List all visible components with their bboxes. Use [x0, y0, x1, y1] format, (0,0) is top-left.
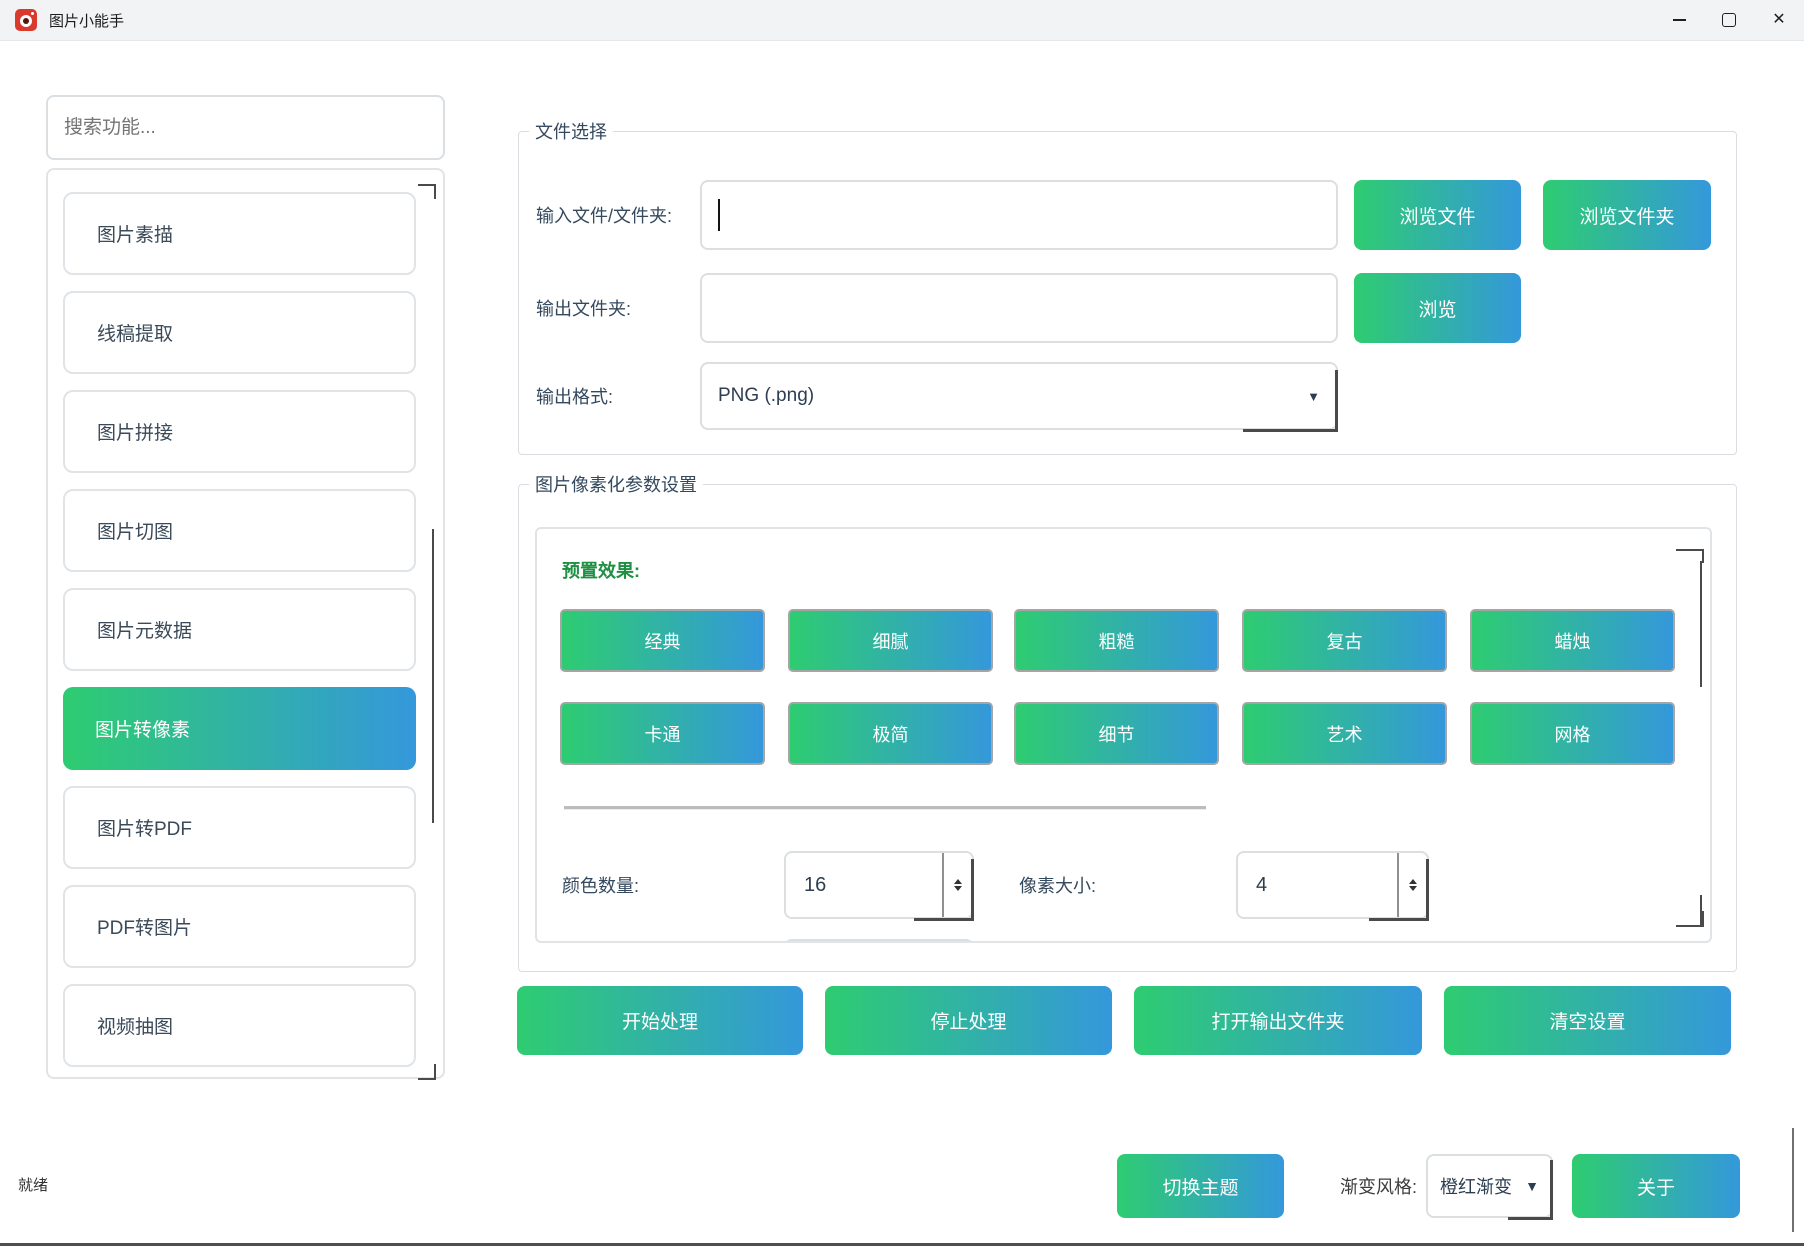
preset-retro-button[interactable]: 复古	[1242, 609, 1447, 672]
stepper-down-icon[interactable]	[954, 886, 962, 891]
sidebar-item-image-slice[interactable]: 图片切图	[63, 489, 416, 572]
file-section-title: 文件选择	[535, 122, 607, 142]
stepper-separator	[942, 853, 944, 917]
combo-shadow	[1508, 1217, 1553, 1220]
pixel-size-value: 4	[1256, 873, 1268, 896]
color-count-label: 颜色数量:	[562, 876, 640, 896]
output-folder-field-wrap	[700, 273, 1338, 343]
preset-art-button[interactable]: 艺术	[1242, 702, 1447, 765]
color-count-stepper[interactable]: 16	[784, 851, 974, 921]
preset-detail-button[interactable]: 细节	[1014, 702, 1219, 765]
color-count-value: 16	[804, 873, 827, 896]
stepper-up-icon[interactable]	[954, 879, 962, 884]
output-format-select[interactable]: PNG (.png) ▼	[700, 362, 1338, 432]
minimize-button[interactable]	[1654, 0, 1704, 40]
pixel-size-stepper[interactable]: 4	[1236, 851, 1429, 921]
sidebar-item-image-sketch[interactable]: 图片素描	[63, 192, 416, 275]
preset-cartoon-button[interactable]: 卡通	[560, 702, 765, 765]
gradient-style-value: 橙红渐变	[1440, 1177, 1512, 1197]
preset-minimal-button[interactable]: 极简	[788, 702, 993, 765]
gradient-style-select[interactable]: 橙红渐变 ▼	[1426, 1154, 1553, 1220]
function-list: 图片素描 线稿提取 图片拼接 图片切图 图片元数据 图片转像素 图片转PDF P…	[46, 168, 445, 1079]
sidebar-item-image-stitch[interactable]: 图片拼接	[63, 390, 416, 473]
window-right-edge	[1792, 1128, 1794, 1232]
gradient-style-label: 渐变风格:	[1339, 1177, 1417, 1197]
params-scroll-area: 预置效果: 经典 细腻 粗糙 复古 蜡烛 卡通 极简 细节 艺术 网格 颜色数量…	[535, 527, 1712, 943]
search-field	[46, 95, 445, 160]
divider	[564, 806, 1206, 810]
browse-folder-button[interactable]: 浏览文件夹	[1543, 180, 1711, 250]
chevron-down-icon: ▼	[1307, 388, 1320, 404]
output-format-value: PNG (.png)	[718, 385, 815, 406]
maximize-icon	[1722, 13, 1736, 27]
start-processing-button[interactable]: 开始处理	[517, 986, 803, 1055]
stepper-shadow	[914, 918, 974, 921]
text-caret	[718, 199, 720, 231]
search-input[interactable]	[48, 97, 443, 158]
sidebar-item-image-to-pixel[interactable]: 图片转像素	[63, 687, 416, 770]
title-bar[interactable]: 图片小能手 ✕	[0, 0, 1804, 41]
clipped-stepper	[784, 939, 974, 943]
open-output-folder-button[interactable]: 打开输出文件夹	[1134, 986, 1422, 1055]
preset-fine-button[interactable]: 细腻	[788, 609, 993, 672]
input-path-field[interactable]	[702, 182, 1336, 248]
toggle-theme-button[interactable]: 切换主题	[1117, 1154, 1284, 1218]
sidebar-item-image-to-pdf[interactable]: 图片转PDF	[63, 786, 416, 869]
params-scrollbar[interactable]	[1700, 561, 1702, 687]
params-section-title: 图片像素化参数设置	[535, 475, 697, 495]
stepper-separator	[942, 941, 944, 943]
browse-file-button[interactable]: 浏览文件	[1354, 180, 1521, 250]
sidebar-item-pdf-to-image[interactable]: PDF转图片	[63, 885, 416, 968]
sidebar-item-video-frames[interactable]: 视频抽图	[63, 984, 416, 1067]
stepper-up-icon[interactable]	[1409, 879, 1417, 884]
input-path-label: 输入文件/文件夹:	[536, 206, 673, 226]
output-folder-label: 输出文件夹:	[536, 299, 632, 319]
preset-classic-button[interactable]: 经典	[560, 609, 765, 672]
minimize-icon	[1672, 19, 1686, 21]
pixel-params-section: 图片像素化参数设置	[518, 471, 1737, 972]
browse-output-button[interactable]: 浏览	[1354, 273, 1521, 343]
close-icon: ✕	[1772, 11, 1786, 28]
preset-candle-button[interactable]: 蜡烛	[1470, 609, 1675, 672]
clear-settings-button[interactable]: 清空设置	[1444, 986, 1731, 1055]
chevron-down-icon: ▼	[1525, 1178, 1539, 1194]
output-folder-field[interactable]	[702, 275, 1336, 341]
scroll-corner-mark	[1676, 911, 1704, 927]
file-selection-section: 文件选择	[518, 118, 1737, 455]
preset-grid-button[interactable]: 网格	[1470, 702, 1675, 765]
combo-shadow	[1550, 1160, 1553, 1220]
input-path-field-wrap	[700, 180, 1338, 250]
about-button[interactable]: 关于	[1572, 1154, 1740, 1218]
combo-shadow	[1335, 370, 1338, 432]
scroll-corner-mark	[418, 1064, 436, 1080]
sidebar-item-image-metadata[interactable]: 图片元数据	[63, 588, 416, 671]
window-title: 图片小能手	[49, 12, 125, 30]
stop-processing-button[interactable]: 停止处理	[825, 986, 1112, 1055]
camera-app-icon	[15, 9, 37, 31]
preset-rough-button[interactable]: 粗糙	[1014, 609, 1219, 672]
status-text: 就绪	[18, 1177, 49, 1194]
stepper-down-icon[interactable]	[1409, 886, 1417, 891]
preset-effects-label: 预置效果:	[562, 561, 640, 581]
window-controls: ✕	[1654, 0, 1804, 40]
combo-shadow	[1243, 429, 1338, 432]
stepper-shadow	[971, 859, 974, 921]
stepper-separator	[1397, 853, 1399, 917]
pixel-size-label: 像素大小:	[1019, 876, 1097, 896]
maximize-button[interactable]	[1704, 0, 1754, 40]
output-format-label: 输出格式:	[536, 387, 614, 407]
params-scrollbar[interactable]	[1700, 895, 1702, 925]
stepper-shadow	[1369, 918, 1429, 921]
close-button[interactable]: ✕	[1754, 0, 1804, 40]
stepper-shadow	[1426, 859, 1429, 921]
scroll-corner-mark	[1676, 549, 1704, 563]
scroll-corner-mark	[418, 184, 436, 199]
sidebar-item-line-art[interactable]: 线稿提取	[63, 291, 416, 374]
window-bottom-edge	[0, 1243, 1804, 1246]
sidebar-scrollbar[interactable]	[432, 529, 434, 823]
